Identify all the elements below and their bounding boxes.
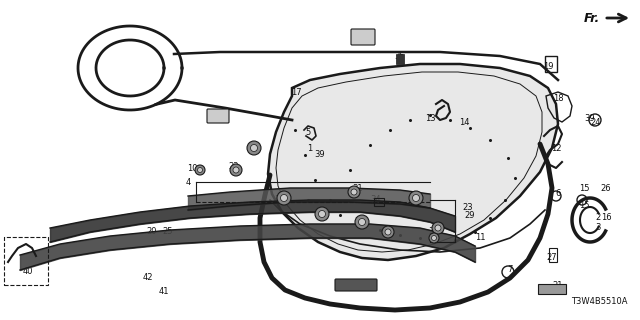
Text: 41: 41: [159, 287, 169, 297]
Text: Fr.: Fr.: [584, 12, 600, 25]
Text: 37: 37: [212, 109, 223, 118]
Text: 26: 26: [601, 183, 611, 193]
Text: 27: 27: [547, 253, 557, 262]
Text: 31: 31: [353, 183, 364, 193]
Circle shape: [431, 236, 436, 241]
Text: 5: 5: [305, 127, 310, 137]
Text: 34: 34: [371, 196, 381, 204]
Circle shape: [250, 145, 257, 151]
Bar: [545, 56, 557, 72]
FancyBboxPatch shape: [351, 29, 375, 45]
Text: 20: 20: [147, 228, 157, 236]
FancyBboxPatch shape: [207, 109, 229, 123]
Text: 10: 10: [187, 164, 197, 172]
Text: 2: 2: [595, 213, 600, 222]
Text: 36: 36: [355, 218, 365, 227]
Circle shape: [351, 189, 357, 195]
Text: T3W4B5510A: T3W4B5510A: [572, 297, 628, 306]
Circle shape: [198, 167, 202, 172]
Circle shape: [358, 219, 365, 226]
Text: 21: 21: [553, 282, 563, 291]
Text: 23: 23: [463, 204, 474, 212]
Circle shape: [195, 165, 205, 175]
Circle shape: [382, 226, 394, 238]
Text: 1: 1: [307, 143, 312, 153]
Text: 24: 24: [591, 117, 601, 126]
Text: 16: 16: [601, 213, 611, 222]
Bar: [538, 284, 566, 294]
Circle shape: [319, 211, 326, 218]
Text: 15: 15: [579, 183, 589, 193]
Text: 39: 39: [585, 114, 595, 123]
Text: 30: 30: [275, 196, 285, 204]
Circle shape: [277, 191, 291, 205]
Text: 29: 29: [465, 212, 476, 220]
Text: 14: 14: [459, 117, 469, 126]
Circle shape: [435, 225, 441, 231]
Text: 13: 13: [425, 114, 435, 123]
Text: 4: 4: [186, 178, 191, 187]
Bar: [4, 237, 48, 285]
FancyBboxPatch shape: [335, 279, 377, 291]
Text: 7: 7: [508, 266, 513, 275]
Text: 40: 40: [23, 268, 33, 276]
Circle shape: [233, 167, 239, 173]
Text: 11: 11: [475, 234, 485, 243]
Text: 38: 38: [429, 228, 440, 236]
Text: 28: 28: [383, 228, 394, 236]
Bar: [549, 248, 557, 262]
Circle shape: [432, 222, 444, 234]
Text: 25: 25: [163, 228, 173, 236]
Polygon shape: [268, 64, 558, 260]
Text: 8: 8: [355, 282, 360, 291]
Circle shape: [348, 186, 360, 198]
Circle shape: [409, 191, 423, 205]
Text: 12: 12: [551, 143, 561, 153]
Text: 39: 39: [315, 149, 325, 158]
Text: 15: 15: [579, 202, 589, 211]
Circle shape: [413, 195, 419, 202]
Text: 33: 33: [315, 210, 325, 219]
Text: 18: 18: [553, 93, 563, 102]
Circle shape: [247, 141, 261, 155]
Circle shape: [355, 215, 369, 229]
Bar: [374, 198, 384, 206]
Text: 32: 32: [409, 191, 419, 201]
Circle shape: [230, 164, 242, 176]
Bar: [396, 54, 404, 64]
Text: 37: 37: [353, 31, 364, 41]
Text: 19: 19: [543, 61, 553, 70]
Text: 22: 22: [228, 162, 239, 171]
Circle shape: [280, 195, 287, 202]
Text: 3: 3: [595, 223, 601, 233]
Text: 42: 42: [143, 274, 153, 283]
Text: 35: 35: [395, 52, 405, 60]
Text: 6: 6: [556, 188, 561, 197]
Text: 9: 9: [248, 143, 253, 153]
Circle shape: [429, 233, 439, 243]
Circle shape: [385, 229, 391, 235]
Text: 17: 17: [291, 87, 301, 97]
Circle shape: [315, 207, 329, 221]
